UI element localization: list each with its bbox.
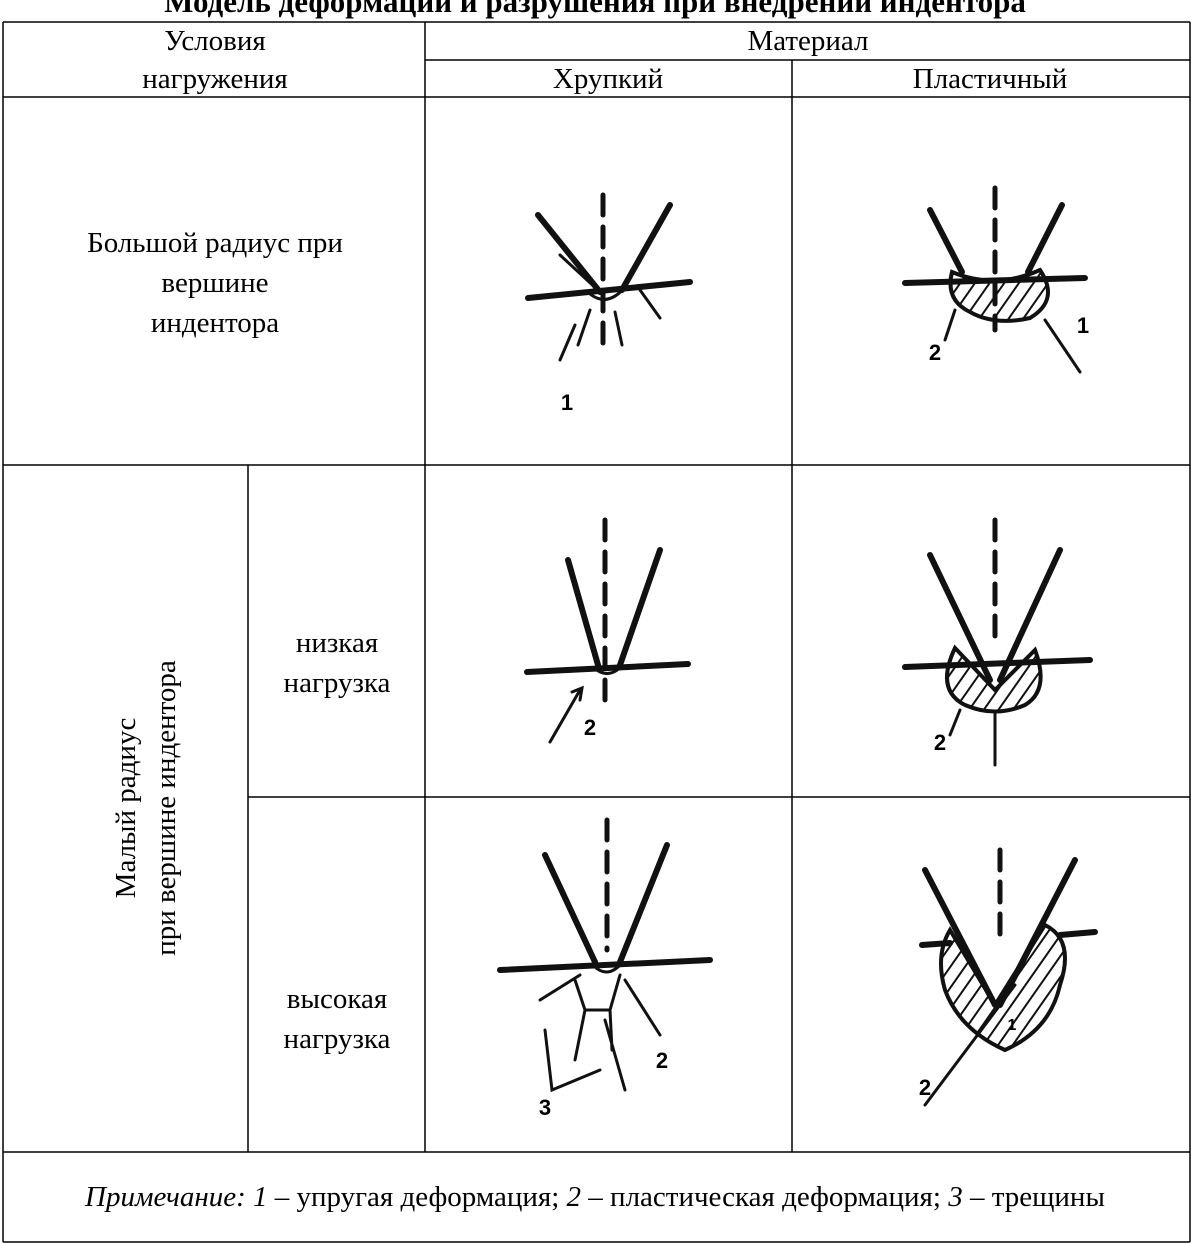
figure-mark: 2 [934,730,946,755]
figure: 2 [524,517,691,744]
table-grid [2,21,1191,1243]
header-cell: Условия [164,25,265,57]
figure-mark: 2 [656,1048,668,1073]
row-label: низкая [296,627,378,659]
row-label: Большой радиус при [87,227,343,259]
figure-mark: 1 [1008,1017,1017,1034]
figure-mark: 1 [561,390,573,415]
note-text: – упругая деформация; [274,1181,560,1213]
title: Модель деформации и разрушения при внедр… [164,0,1026,19]
row-label: нагрузка [284,667,391,699]
header-cell: Пластичный [913,63,1067,95]
figure-mark: 2 [929,340,941,365]
note-number: 1 [253,1181,268,1213]
figure: 3 2 [497,817,713,1120]
figure-mark: 3 [539,1095,551,1120]
row-label: нагрузка [284,1023,391,1055]
figure: 1 [525,192,693,415]
group-label: Малый радиус при вершине индентора [110,660,182,956]
figure: 2 1 [919,847,1098,1107]
figure-mark: 1 [1077,313,1089,338]
figure-mark: 2 [919,1075,931,1100]
row-label: высокая [287,983,387,1015]
note: Примечание: 1 – упругая деформация; 2 – … [84,1181,1105,1213]
note-text: – пластическая деформация; [587,1181,941,1213]
note-number: 2 [567,1181,582,1213]
group-label-line: Малый радиус [110,718,142,899]
row-label: вершине [161,267,268,299]
header-cell: Хрупкий [553,63,663,95]
note-label: Примечание: [84,1181,246,1213]
figure: 2 1 [902,185,1089,374]
figure: 2 [902,517,1093,767]
note-text: – трещины [969,1181,1105,1213]
header-cell: нагружения [142,63,287,95]
note-number: 3 [947,1181,963,1213]
figure-mark: 2 [584,715,596,740]
group-label-line: при вершине индентора [150,660,182,956]
row-label: индентора [151,307,279,339]
header-cell: Материал [747,25,868,57]
